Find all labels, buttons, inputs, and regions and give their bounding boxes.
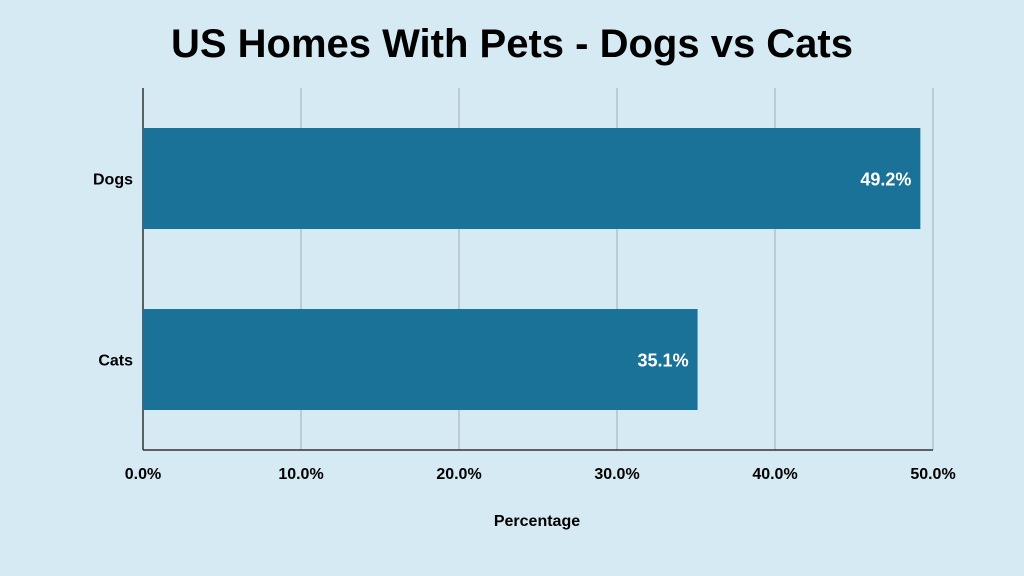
x-tick-label: 10.0% [278, 466, 323, 483]
x-tick-label: 0.0% [125, 466, 161, 483]
x-tick-label: 20.0% [436, 466, 481, 483]
x-tick-label: 30.0% [594, 466, 639, 483]
x-axis-title: Percentage [494, 513, 580, 530]
data-label: 35.1% [638, 351, 689, 371]
chart-title: US Homes With Pets - Dogs vs Cats [170, 22, 853, 66]
category-label: Dogs [93, 172, 133, 189]
bar-dogs [143, 128, 921, 229]
category-label: Cats [98, 353, 133, 370]
x-tick-label: 40.0% [752, 466, 797, 483]
x-tick-label: 50.0% [910, 466, 955, 483]
bar-cats [143, 309, 698, 410]
data-label: 49.2% [860, 170, 911, 190]
